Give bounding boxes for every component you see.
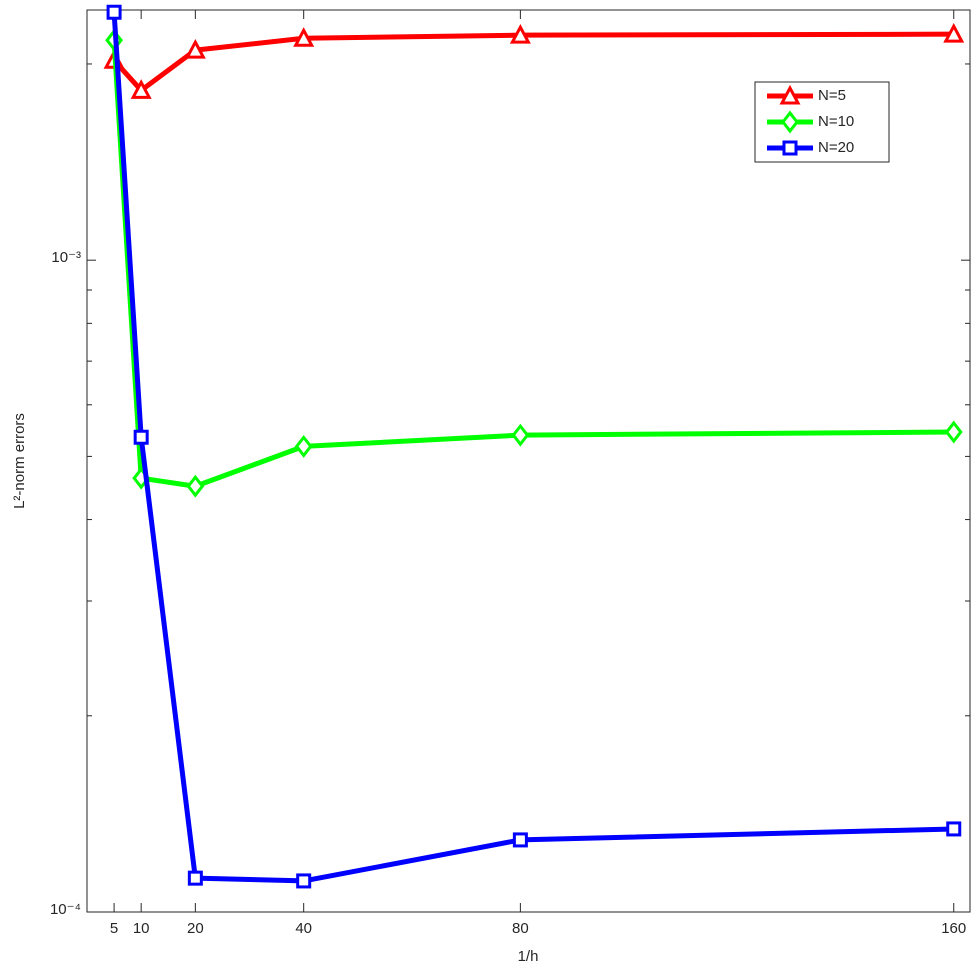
- marker: [294, 434, 313, 458]
- legend: N=5 N=10 N=20: [754, 81, 890, 163]
- marker: [782, 140, 798, 156]
- y-axis-label: L²-norm errors: [11, 413, 28, 509]
- marker: [946, 821, 962, 837]
- series-line: [111, 12, 954, 884]
- marker: [781, 110, 799, 134]
- legend-label: N=10: [818, 113, 854, 130]
- x-tick-label: 5: [110, 920, 118, 937]
- marker: [106, 4, 122, 20]
- marker: [512, 832, 528, 848]
- marker: [509, 23, 531, 44]
- x-tick-label: 10: [133, 920, 150, 937]
- marker: [133, 429, 149, 445]
- legend-label: N=5: [818, 87, 846, 104]
- marker: [296, 873, 312, 889]
- marker: [293, 27, 315, 47]
- marker: [779, 84, 801, 105]
- x-tick-label: 20: [187, 920, 204, 937]
- legend-label: N=20: [818, 139, 854, 156]
- marker: [511, 423, 530, 447]
- marker: [130, 79, 152, 99]
- marker: [187, 870, 203, 886]
- marker: [184, 38, 206, 59]
- x-axis-label: 1/h: [518, 948, 539, 965]
- marker: [944, 420, 963, 444]
- x-tick-label: 40: [295, 920, 312, 937]
- y-tick-label: 10⁻³: [51, 249, 81, 266]
- marker: [186, 474, 205, 498]
- x-tick-label: 80: [512, 920, 529, 937]
- series-line: [112, 31, 954, 93]
- y-tick-label: 10⁻⁴: [50, 901, 81, 918]
- marker: [943, 22, 965, 43]
- x-tick-label: 160: [941, 920, 966, 937]
